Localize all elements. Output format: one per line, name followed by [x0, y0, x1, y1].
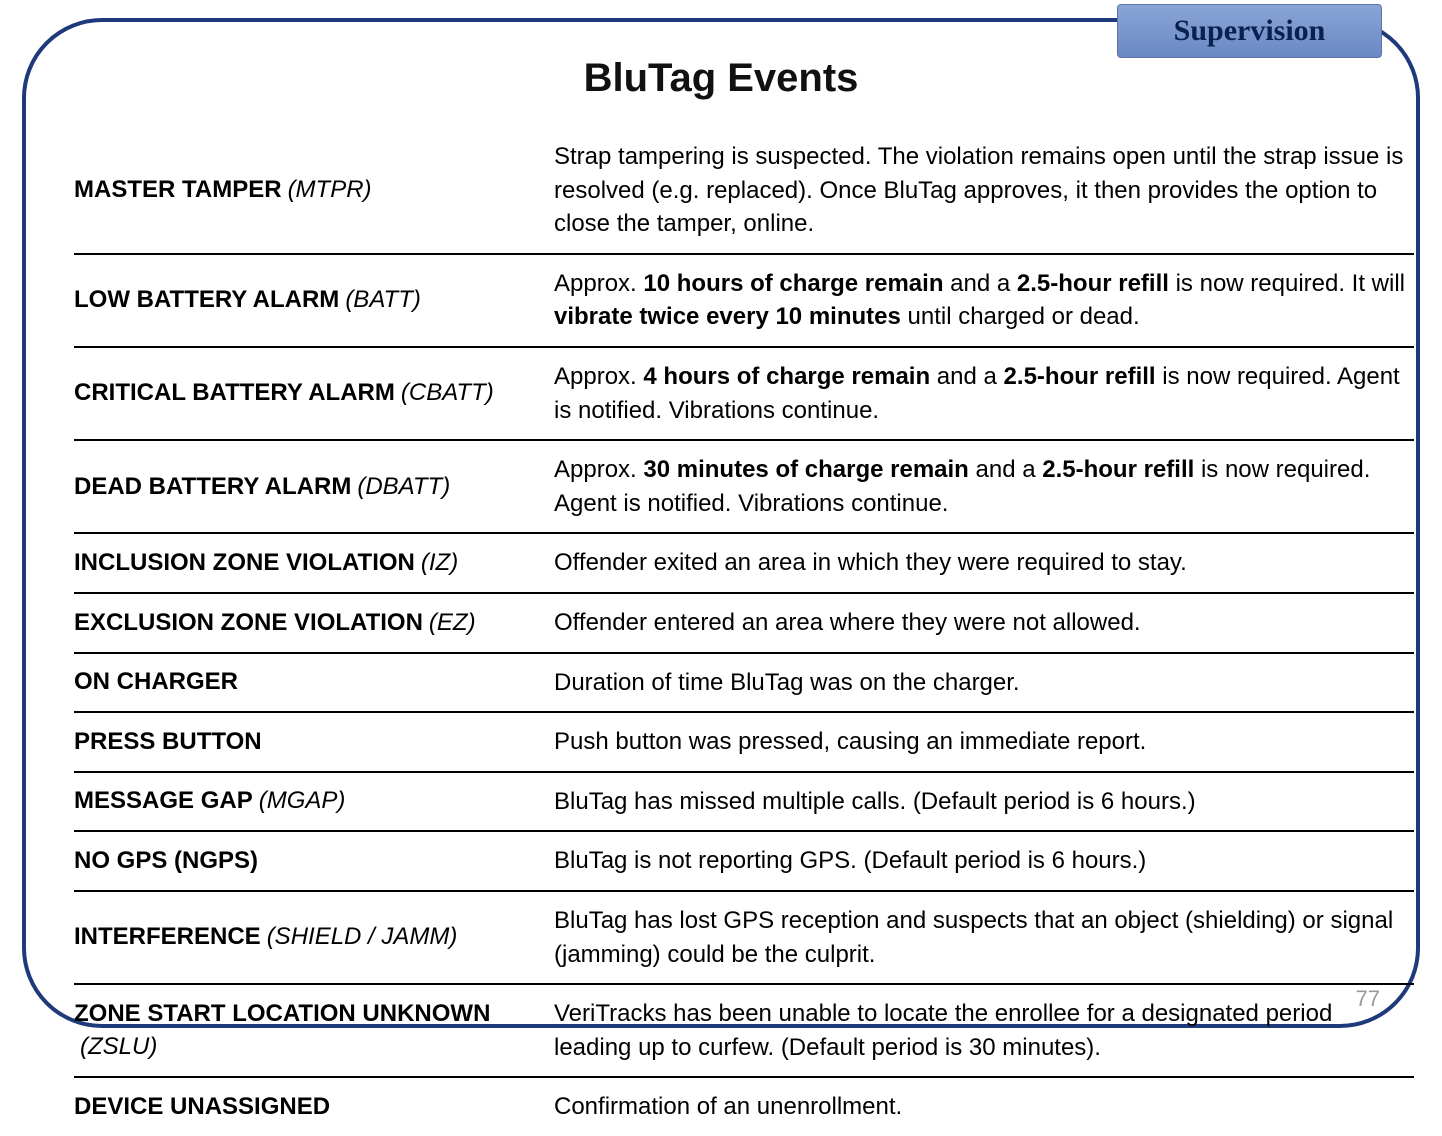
- table-row: PRESS BUTTON Push button was pressed, cau…: [74, 713, 1414, 773]
- event-description: Push button was pressed, causing an imme…: [554, 725, 1414, 759]
- event-name: PRESS BUTTON: [74, 726, 262, 758]
- event-label-cell: LOW BATTERY ALARM(BATT): [74, 267, 554, 334]
- event-description: Offender entered an area where they were…: [554, 606, 1414, 640]
- table-row: NO GPS (NGPS) BluTag is not reporting GPS…: [74, 832, 1414, 892]
- events-table: MASTER TAMPER(MTPR)Strap tampering is su…: [74, 128, 1414, 1136]
- event-description: Approx. 10 hours of charge remain and a …: [554, 267, 1414, 334]
- event-name: DEAD BATTERY ALARM: [74, 471, 351, 503]
- event-code: (MGAP): [259, 785, 346, 817]
- event-label-cell: DEVICE UNASSIGNED: [74, 1090, 554, 1124]
- table-row: INTERFERENCE(SHIELD / JAMM)BluTag has lo…: [74, 892, 1414, 985]
- event-code: (BATT): [345, 284, 421, 316]
- event-code: (EZ): [429, 607, 476, 639]
- event-name: CRITICAL BATTERY ALARM: [74, 377, 395, 409]
- event-name: ZONE START LOCATION UNKNOWN: [74, 998, 490, 1030]
- event-label-cell: NO GPS (NGPS): [74, 844, 554, 878]
- event-name: MASTER TAMPER: [74, 174, 282, 206]
- event-code: (DBATT): [357, 471, 450, 503]
- event-name: DEVICE UNASSIGNED: [74, 1091, 330, 1123]
- table-row: DEAD BATTERY ALARM(DBATT)Approx. 30 minu…: [74, 441, 1414, 534]
- event-description: Approx. 4 hours of charge remain and a 2…: [554, 360, 1414, 427]
- event-name: INCLUSION ZONE VIOLATION: [74, 547, 415, 579]
- table-row: ZONE START LOCATION UNKNOWN(ZSLU)VeriTra…: [74, 985, 1414, 1078]
- table-row: MESSAGE GAP(MGAP)BluTag has missed multi…: [74, 773, 1414, 833]
- event-name: INTERFERENCE: [74, 921, 261, 953]
- event-name: NO GPS (NGPS): [74, 845, 258, 877]
- event-description: VeriTracks has been unable to locate the…: [554, 997, 1414, 1064]
- event-label-cell: ZONE START LOCATION UNKNOWN(ZSLU): [74, 997, 554, 1064]
- event-label-cell: CRITICAL BATTERY ALARM(CBATT): [74, 360, 554, 427]
- page-number: 77: [1356, 986, 1380, 1012]
- event-code: (SHIELD / JAMM): [267, 921, 458, 953]
- event-description: BluTag has lost GPS reception and suspec…: [554, 904, 1414, 971]
- table-row: ON CHARGER Duration of time BluTag was on…: [74, 654, 1414, 714]
- event-description: Strap tampering is suspected. The violat…: [554, 140, 1414, 241]
- page-title: BluTag Events: [26, 56, 1416, 101]
- event-label-cell: MASTER TAMPER(MTPR): [74, 140, 554, 241]
- table-row: LOW BATTERY ALARM(BATT)Approx. 10 hours …: [74, 255, 1414, 348]
- event-label-cell: ON CHARGER: [74, 666, 554, 700]
- event-description: Confirmation of an unenrollment.: [554, 1090, 1414, 1124]
- content-frame: BluTag Events MASTER TAMPER(MTPR)Strap t…: [22, 18, 1420, 1028]
- event-name: LOW BATTERY ALARM: [74, 284, 339, 316]
- event-code: (IZ): [421, 547, 458, 579]
- section-tab-label: Supervision: [1174, 14, 1326, 48]
- event-label-cell: EXCLUSION ZONE VIOLATION(EZ): [74, 606, 554, 640]
- table-row: EXCLUSION ZONE VIOLATION(EZ)Offender ent…: [74, 594, 1414, 654]
- event-name: EXCLUSION ZONE VIOLATION: [74, 607, 423, 639]
- table-row: DEVICE UNASSIGNED Confirmation of an unen…: [74, 1078, 1414, 1136]
- event-label-cell: MESSAGE GAP(MGAP): [74, 785, 554, 819]
- event-name: MESSAGE GAP: [74, 785, 253, 817]
- event-code: (MTPR): [288, 174, 372, 206]
- event-code: (CBATT): [401, 377, 494, 409]
- event-label-cell: INTERFERENCE(SHIELD / JAMM): [74, 904, 554, 971]
- event-label-cell: PRESS BUTTON: [74, 725, 554, 759]
- section-tab: Supervision: [1117, 4, 1382, 58]
- event-name: ON CHARGER: [74, 666, 238, 698]
- event-description: BluTag has missed multiple calls. (Defau…: [554, 785, 1414, 819]
- table-row: INCLUSION ZONE VIOLATION(IZ)Offender exi…: [74, 534, 1414, 594]
- event-description: Approx. 30 minutes of charge remain and …: [554, 453, 1414, 520]
- event-label-cell: INCLUSION ZONE VIOLATION(IZ): [74, 546, 554, 580]
- event-description: Duration of time BluTag was on the charg…: [554, 666, 1414, 700]
- event-label-cell: DEAD BATTERY ALARM(DBATT): [74, 453, 554, 520]
- table-row: CRITICAL BATTERY ALARM(CBATT)Approx. 4 h…: [74, 348, 1414, 441]
- event-code: (ZSLU): [80, 1031, 157, 1063]
- table-row: MASTER TAMPER(MTPR)Strap tampering is su…: [74, 128, 1414, 255]
- event-description: BluTag is not reporting GPS. (Default pe…: [554, 844, 1414, 878]
- event-description: Offender exited an area in which they we…: [554, 546, 1414, 580]
